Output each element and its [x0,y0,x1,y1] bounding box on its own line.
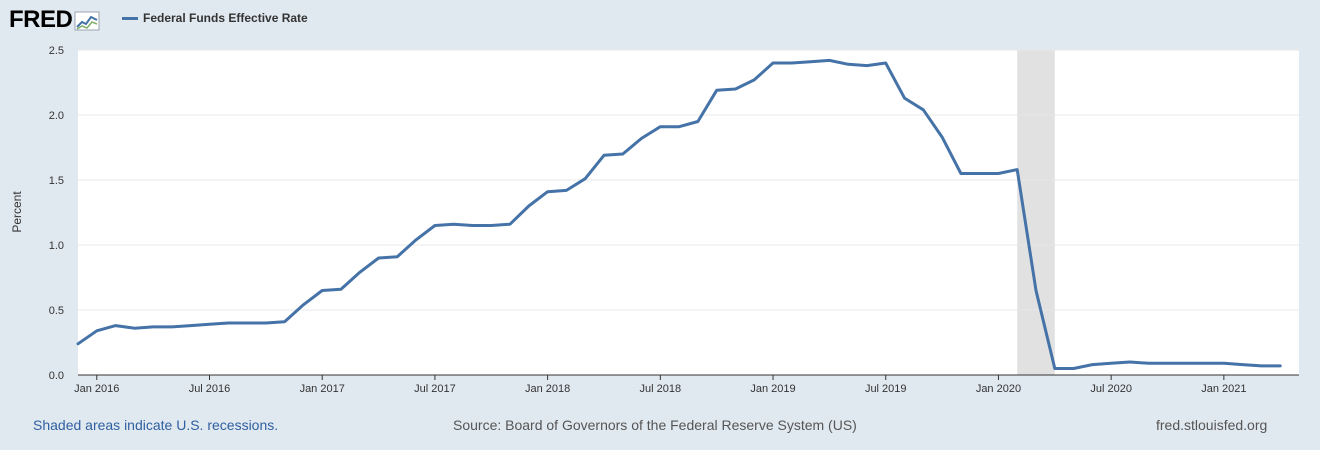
x-tick-label: Jan 2017 [300,383,345,395]
chart-legend[interactable]: Federal Funds Effective Rate [122,11,308,25]
y-tick-label: 0.0 [49,370,64,382]
y-tick-label: 1.0 [49,240,64,252]
legend-label: Federal Funds Effective Rate [143,11,308,25]
recession-note: Shaded areas indicate U.S. recessions. [33,417,279,433]
x-tick-label: Jan 2019 [750,383,795,395]
x-tick-label: Jan 2020 [976,383,1021,395]
source-note: Source: Board of Governors of the Federa… [453,417,857,433]
x-tick-label: Jul 2016 [189,383,231,395]
y-tick-label: 2.5 [49,45,64,57]
y-tick-label: 2.0 [49,110,64,122]
fred-line-graph-icon [74,11,100,31]
y-tick-label: 0.5 [49,305,64,317]
y-axis-title: Percent [10,191,24,233]
x-tick-label: Jan 2016 [74,383,119,395]
grid-lines [78,49,1299,311]
fred-logo[interactable]: FRED [9,6,100,34]
x-tick-label: Jul 2019 [865,383,907,395]
fred-logo-text: FRED [9,6,73,33]
series-layer [76,58,1282,370]
y-axis-ticks: 0.0 0.5 1.0 1.5 2.0 2.5 [49,45,64,382]
x-tick-label: Jul 2020 [1090,383,1132,395]
x-axis-ticks: Jan 2016 Jul 2016 Jan 2017 Jul 2017 Jan 2018… [74,375,1246,395]
x-tick-label: Jul 2017 [414,383,456,395]
site-link[interactable]: fred.stlouisfed.org [1156,417,1268,433]
series-line[interactable] [76,58,1282,370]
legend-swatch [122,16,138,20]
plot-area [78,50,1299,375]
x-tick-label: Jul 2018 [640,383,682,395]
x-tick-label: Jan 2018 [525,383,570,395]
line-chart: 0.00.51.01.52.02.5 Jan 2016 Jul 2016 Jan 2… [10,45,1299,395]
x-tick-label: Jan 2021 [1201,383,1246,395]
y-tick-label: 1.5 [49,175,64,187]
